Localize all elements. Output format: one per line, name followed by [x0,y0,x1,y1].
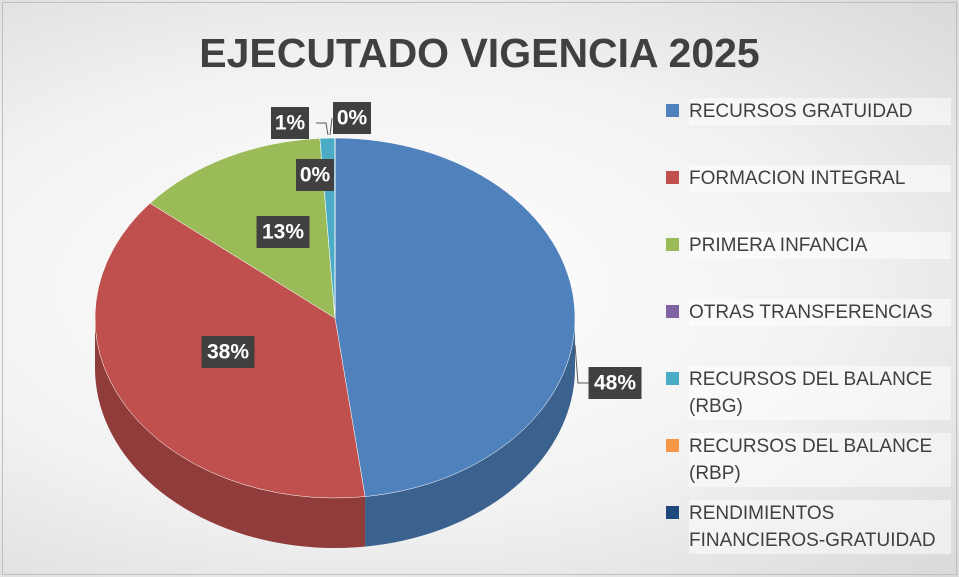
legend: RECURSOS GRATUIDAD FORMACION INTEGRAL PRIM… [662,98,952,554]
legend-swatch [666,104,679,117]
legend-label: OTRAS TRANSFERENCIAS [689,299,951,326]
legend-label: RECURSOS GRATUIDAD [689,98,951,125]
legend-swatch [666,238,679,251]
legend-label: RECURSOS DEL BALANCE (RBG) [689,366,951,420]
legend-item: PRIMERA INFANCIA [662,232,952,259]
legend-swatch [666,372,679,385]
legend-label: RECURSOS DEL BALANCE (RBP) [689,433,951,487]
legend-label: FORMACION INTEGRAL [689,165,951,192]
data-label-box [201,336,255,368]
data-label-box [296,159,334,191]
slice [334,137,576,497]
data-label-box [256,216,310,248]
legend-label: RENDIMIENTOS FINANCIEROS-GRATUIDAD [689,500,951,554]
legend-swatch [666,506,679,519]
data-label: 13% [262,221,304,244]
legend-item: OTRAS TRANSFERENCIAS [662,299,952,326]
legend-label: PRIMERA INFANCIA [689,232,951,259]
chart-title: EJECUTADO VIGENCIA 2025 [199,30,760,76]
legend-swatch [666,305,679,318]
legend-swatch [666,171,679,184]
slice-side [365,318,575,547]
data-label: 0% [337,107,368,130]
legend-item: RENDIMIENTOS FINANCIEROS-GRATUIDAD [662,500,952,554]
slice-side [95,318,366,548]
legend-item: RECURSOS DEL BALANCE (RBG) [662,366,952,420]
legend-item: FORMACION INTEGRAL [662,165,952,192]
leader-line [329,117,333,136]
data-label: 48% [594,372,636,395]
legend-swatch [666,439,679,452]
data-label-box [588,367,642,399]
legend-item: RECURSOS DEL BALANCE (RBP) [662,433,952,487]
data-label-box [333,102,371,134]
slice [149,138,336,319]
leader-line [316,122,329,136]
data-label: 0% [300,164,331,187]
data-label-box [271,107,309,139]
data-label: 38% [207,341,249,364]
leader-line [574,344,590,384]
legend-item: RECURSOS GRATUIDAD [662,98,952,125]
data-label: 1% [275,112,306,135]
